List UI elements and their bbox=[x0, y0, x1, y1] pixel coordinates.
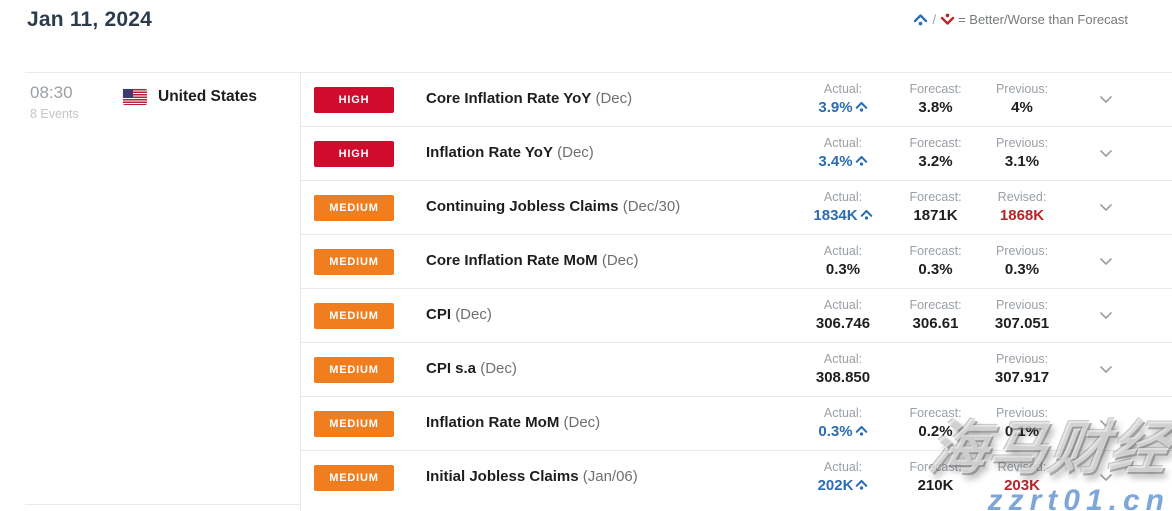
event-title: Inflation Rate MoM (Dec) bbox=[426, 414, 601, 431]
better-arrow-icon bbox=[855, 154, 868, 171]
forecast-column: Forecast: 306.61 bbox=[909, 298, 962, 332]
event-row-inflation-yoy[interactable]: HIGH Inflation Rate YoY (Dec) Actual: 3.… bbox=[301, 127, 1172, 181]
legend-text: = Better/Worse than Forecast bbox=[958, 12, 1128, 27]
importance-badge: MEDIUM bbox=[314, 303, 394, 329]
event-row-initial-jobless-claims[interactable]: MEDIUM Initial Jobless Claims (Jan/06) A… bbox=[301, 451, 1172, 505]
better-arrow-icon bbox=[855, 100, 868, 117]
page-title: Jan 11, 2024 bbox=[27, 8, 153, 31]
event-title: Continuing Jobless Claims (Dec/30) bbox=[426, 198, 681, 215]
event-row-inflation-mom[interactable]: MEDIUM Inflation Rate MoM (Dec) Actual: … bbox=[301, 397, 1172, 451]
actual-column: Actual: 306.746 bbox=[815, 298, 871, 332]
forecast-column: Forecast: 3.8% bbox=[909, 82, 962, 116]
event-title: Core Inflation Rate YoY (Dec) bbox=[426, 90, 633, 107]
legend-separator: / bbox=[932, 12, 937, 27]
group-country: United States bbox=[158, 88, 258, 105]
importance-badge: MEDIUM bbox=[314, 357, 394, 383]
importance-badge: HIGH bbox=[314, 87, 394, 113]
event-title: Core Inflation Rate MoM (Dec) bbox=[426, 252, 639, 269]
event-title: Initial Jobless Claims (Jan/06) bbox=[426, 468, 638, 485]
better-arrow-icon bbox=[860, 208, 873, 225]
event-row-core-inflation-yoy[interactable]: HIGH Core Inflation Rate YoY (Dec) Actua… bbox=[301, 73, 1172, 127]
forecast-column-empty bbox=[888, 343, 983, 397]
expand-chevron-icon[interactable] bbox=[1094, 144, 1118, 164]
revised-column: Revised: 203K bbox=[997, 460, 1047, 494]
actual-column: Actual: 3.4% bbox=[793, 127, 893, 181]
importance-badge: MEDIUM bbox=[314, 465, 394, 491]
event-title: CPI (Dec) bbox=[426, 306, 492, 323]
event-rows: HIGH Core Inflation Rate YoY (Dec) Actua… bbox=[301, 73, 1172, 505]
previous-column: Previous: 307.051 bbox=[994, 298, 1050, 332]
table-top-border bbox=[25, 72, 1172, 73]
worse-than-forecast-icon bbox=[940, 12, 955, 27]
forecast-column: Forecast: 0.3% bbox=[909, 244, 962, 278]
better-arrow-icon bbox=[855, 478, 868, 495]
previous-column: Previous: 0.3% bbox=[995, 244, 1049, 278]
previous-column: Previous: 4% bbox=[995, 82, 1049, 116]
previous-column: Previous: 0.1% bbox=[995, 406, 1049, 440]
forecast-column: Forecast: 3.2% bbox=[909, 136, 962, 170]
us-flag-icon bbox=[123, 89, 147, 105]
previous-column: Previous: 307.917 bbox=[994, 352, 1050, 386]
forecast-column: Forecast: 0.2% bbox=[909, 406, 962, 440]
importance-badge: MEDIUM bbox=[314, 195, 394, 221]
previous-column: Previous: 3.1% bbox=[995, 136, 1049, 170]
event-title: Inflation Rate YoY (Dec) bbox=[426, 144, 594, 161]
expand-chevron-icon[interactable] bbox=[1094, 468, 1118, 488]
time-group-panel: 08:30 8 Events United States bbox=[25, 72, 300, 504]
event-row-cpi[interactable]: MEDIUM CPI (Dec) Actual: 306.746 Forecast… bbox=[301, 289, 1172, 343]
expand-chevron-icon[interactable] bbox=[1094, 252, 1118, 272]
expand-chevron-icon[interactable] bbox=[1094, 90, 1118, 110]
better-arrow-icon bbox=[855, 424, 868, 441]
event-row-continuing-jobless-claims[interactable]: MEDIUM Continuing Jobless Claims (Dec/30… bbox=[301, 181, 1172, 235]
group-time: 08:30 bbox=[30, 83, 73, 102]
actual-column: Actual: 1834K bbox=[793, 181, 893, 235]
expand-chevron-icon[interactable] bbox=[1094, 360, 1118, 380]
forecast-column: Forecast: 210K bbox=[909, 460, 962, 494]
actual-column: Actual: 308.850 bbox=[815, 352, 871, 386]
forecast-column: Forecast: 1871K bbox=[909, 190, 962, 224]
importance-badge: MEDIUM bbox=[314, 249, 394, 275]
column-divider bbox=[300, 72, 301, 511]
event-row-core-inflation-mom[interactable]: MEDIUM Core Inflation Rate MoM (Dec) Act… bbox=[301, 235, 1172, 289]
actual-column: Actual: 0.3% bbox=[793, 397, 893, 451]
group-event-count: 8 Events bbox=[30, 107, 79, 121]
expand-chevron-icon[interactable] bbox=[1094, 414, 1118, 434]
actual-column: Actual: 0.3% bbox=[823, 244, 863, 278]
importance-badge: HIGH bbox=[314, 141, 394, 167]
revised-column: Revised: 1868K bbox=[997, 190, 1047, 224]
event-title: CPI s.a (Dec) bbox=[426, 360, 517, 377]
actual-column: Actual: 3.9% bbox=[793, 73, 893, 127]
better-than-forecast-icon bbox=[913, 12, 928, 27]
expand-chevron-icon[interactable] bbox=[1094, 198, 1118, 218]
importance-badge: MEDIUM bbox=[314, 411, 394, 437]
actual-column: Actual: 202K bbox=[793, 451, 893, 505]
event-row-cpi-sa[interactable]: MEDIUM CPI s.a (Dec) Actual: 308.850 Prev… bbox=[301, 343, 1172, 397]
legend: / = Better/Worse than Forecast bbox=[913, 12, 1128, 27]
expand-chevron-icon[interactable] bbox=[1094, 306, 1118, 326]
